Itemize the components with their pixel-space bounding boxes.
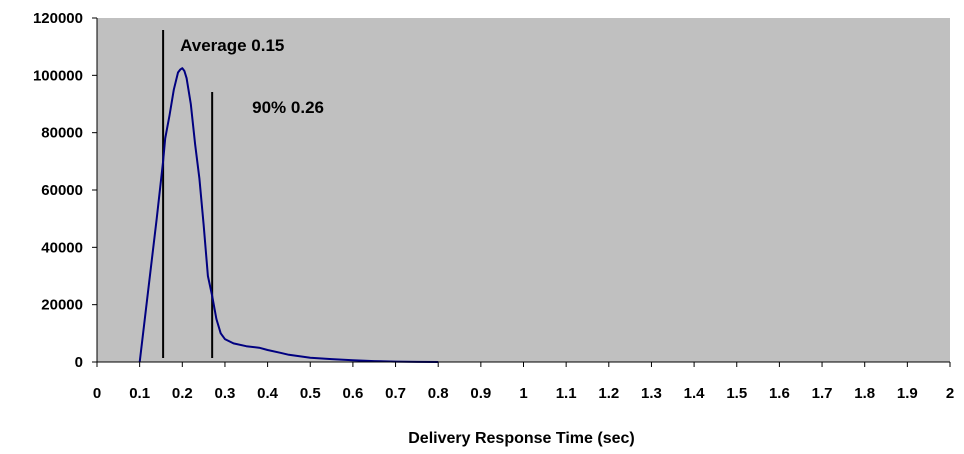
annotations: Average 0.15 90% 0.26 (180, 36, 324, 117)
series-line (138, 67, 439, 363)
x-tick-label: 0.2 (172, 385, 193, 402)
y-tick-marks (92, 17, 97, 363)
y-tick-label: 60000 (41, 182, 83, 199)
x-tick-label: 0.8 (428, 385, 449, 402)
x-tick-label: 1.5 (726, 385, 747, 402)
x-tick-label: 0.5 (300, 385, 321, 402)
x-tick-label: 1.9 (897, 385, 918, 402)
x-tick-label: 0.6 (342, 385, 363, 402)
x-tick-label: 0.3 (215, 385, 236, 402)
x-tick-label: 2 (946, 385, 954, 402)
x-tick-label: 0.4 (257, 385, 279, 402)
y-tick-label: 100000 (33, 67, 83, 84)
x-tick-label: 1.3 (641, 385, 662, 402)
x-axis-title: Delivery Response Time (sec) (408, 430, 634, 447)
y-tick-label: 80000 (41, 125, 83, 142)
x-tick-label: 1.7 (812, 385, 833, 402)
x-tick-label: 1.4 (684, 385, 706, 402)
plot-area (97, 18, 950, 362)
y-tick-label: 20000 (41, 297, 83, 314)
x-tick-label: 1.2 (598, 385, 619, 402)
marker-lines (162, 30, 214, 358)
y-tick-label: 120000 (33, 10, 83, 27)
x-tick-labels: 0 0.1 0.2 0.3 0.4 0.5 0.6 0.7 0.8 0.9 1 1.1 1.2 1.3 1.… (93, 385, 954, 402)
x-tick-label: 0.1 (129, 385, 150, 402)
x-tick-label: 1.8 (854, 385, 875, 402)
annotation-label: 90% 0.26 (252, 98, 324, 117)
x-tick-label: 1 (519, 385, 527, 402)
x-tick-label: 0.9 (470, 385, 491, 402)
y-tick-label: 0 (75, 354, 83, 371)
y-tick-labels: 0 20000 40000 60000 80000 100000 120000 (33, 10, 83, 371)
x-tick-marks (96, 362, 951, 367)
x-tick-label: 1.1 (556, 385, 577, 402)
annotation-label: Average 0.15 (180, 36, 284, 55)
y-tick-label: 40000 (41, 239, 83, 256)
x-tick-label: 1.6 (769, 385, 790, 402)
x-tick-label: 0 (93, 385, 101, 402)
x-tick-label: 0.7 (385, 385, 406, 402)
